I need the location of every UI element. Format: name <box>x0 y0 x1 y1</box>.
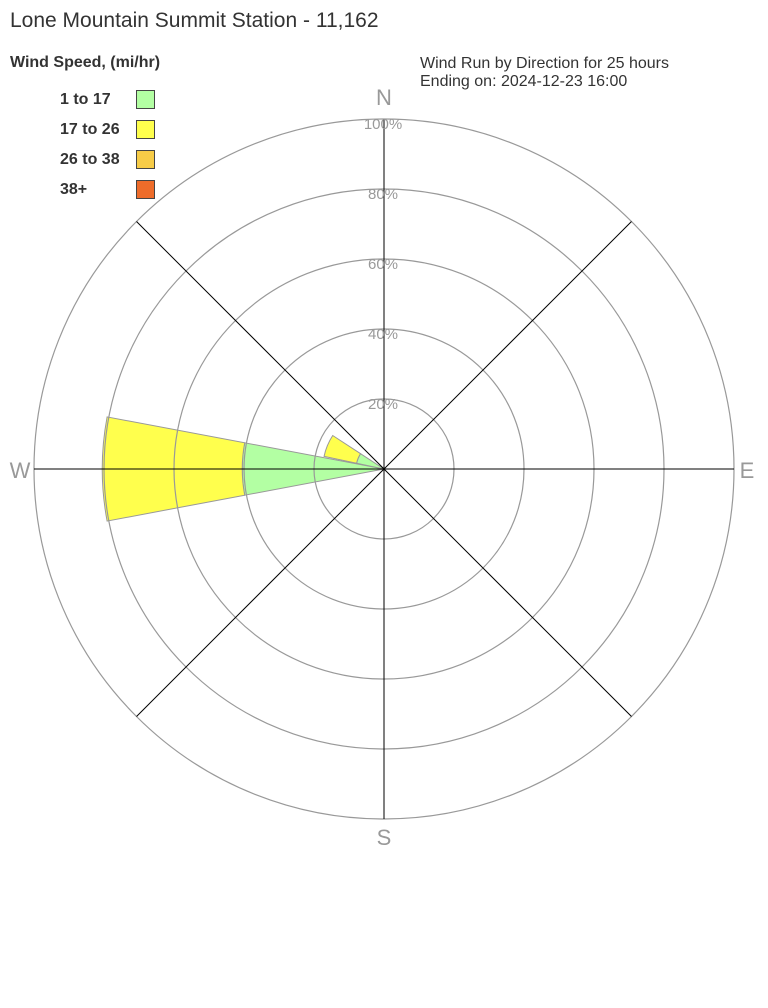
compass-label-e: E <box>740 458 755 483</box>
legend-swatch <box>136 90 155 109</box>
legend-swatch <box>136 150 155 169</box>
spoke <box>136 468 385 717</box>
legend-label: 17 to 26 <box>60 121 120 138</box>
page-title: Lone Mountain Summit Station - 11,162 <box>10 9 379 32</box>
radial-tick-label: 40% <box>368 326 398 343</box>
radial-tick-label: 80% <box>368 186 398 203</box>
radial-tick-label: 100% <box>364 116 402 133</box>
spoke <box>136 221 385 470</box>
spoke <box>383 468 632 717</box>
radial-tick-label: 20% <box>368 396 398 413</box>
radial-tick-label: 60% <box>368 256 398 273</box>
legend-title: Wind Speed, (mi/hr) <box>10 54 161 71</box>
compass-label-w: W <box>10 458 31 483</box>
wedge-wnw-band-2 <box>323 434 362 464</box>
compass-label-s: S <box>377 825 392 850</box>
legend-label: 26 to 38 <box>60 151 120 168</box>
legend-label: 38+ <box>60 181 88 198</box>
spoke <box>383 221 632 470</box>
chart-subtitle: Ending on: 2024-12-23 16:00 <box>420 73 628 90</box>
chart-title: Wind Run by Direction for 25 hours <box>420 55 669 72</box>
legend-label: 1 to 17 <box>60 91 111 108</box>
legend-swatch <box>136 180 155 199</box>
compass-label-n: N <box>376 85 392 110</box>
legend-swatch <box>136 120 155 139</box>
